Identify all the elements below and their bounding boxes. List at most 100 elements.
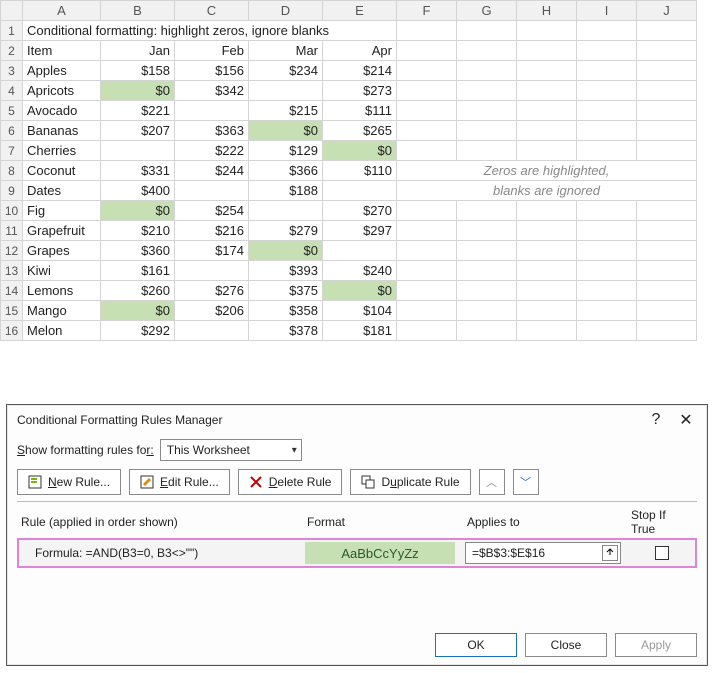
value-cell[interactable]: $0 [101,201,175,221]
value-cell[interactable]: $279 [249,221,323,241]
header-month[interactable]: Feb [175,41,249,61]
value-cell[interactable]: $222 [175,141,249,161]
value-cell[interactable]: $331 [101,161,175,181]
select-all-corner[interactable] [1,1,23,21]
value-cell[interactable]: $260 [101,281,175,301]
value-cell[interactable]: $375 [249,281,323,301]
header-month[interactable]: Apr [323,41,397,61]
col-header[interactable]: G [457,1,517,21]
row-header[interactable]: 5 [1,101,23,121]
value-cell[interactable]: $129 [249,141,323,161]
applies-to-input[interactable]: =$B$3:$E$16 [465,542,621,564]
sheet-title[interactable]: Conditional formatting: highlight zeros,… [23,21,397,41]
row-header[interactable]: 13 [1,261,23,281]
value-cell[interactable] [175,181,249,201]
col-header[interactable]: E [323,1,397,21]
value-cell[interactable]: $270 [323,201,397,221]
value-cell[interactable]: $111 [323,101,397,121]
col-header[interactable]: F [397,1,457,21]
value-cell[interactable]: $221 [101,101,175,121]
value-cell[interactable]: $400 [101,181,175,201]
col-header[interactable]: C [175,1,249,21]
item-cell[interactable]: Bananas [23,121,101,141]
item-cell[interactable]: Grapefruit [23,221,101,241]
value-cell[interactable]: $215 [249,101,323,121]
value-cell[interactable]: $0 [323,141,397,161]
item-cell[interactable]: Apples [23,61,101,81]
move-up-button[interactable]: ︿ [479,469,505,495]
value-cell[interactable]: $214 [323,61,397,81]
value-cell[interactable]: $273 [323,81,397,101]
item-cell[interactable]: Grapes [23,241,101,261]
value-cell[interactable]: $393 [249,261,323,281]
row-header[interactable]: 9 [1,181,23,201]
value-cell[interactable]: $358 [249,301,323,321]
value-cell[interactable]: $265 [323,121,397,141]
value-cell[interactable]: $360 [101,241,175,261]
rule-row-selected[interactable]: Formula: =AND(B3=0, B3<>"") AaBbCcYyZz =… [17,538,697,568]
row-header[interactable]: 3 [1,61,23,81]
value-cell[interactable]: $174 [175,241,249,261]
value-cell[interactable]: $206 [175,301,249,321]
value-cell[interactable]: $297 [323,221,397,241]
stop-if-true-checkbox[interactable] [655,546,669,560]
help-icon[interactable]: ? [641,411,671,429]
value-cell[interactable]: $378 [249,321,323,341]
spreadsheet-grid[interactable]: A B C D E F G H I J 1 Conditional format… [0,0,697,341]
row-header[interactable]: 2 [1,41,23,61]
new-rule-button[interactable]: New Rule... [17,469,121,495]
value-cell[interactable]: $0 [249,241,323,261]
value-cell[interactable]: $188 [249,181,323,201]
item-cell[interactable]: Kiwi [23,261,101,281]
header-item[interactable]: Item [23,41,101,61]
value-cell[interactable] [175,321,249,341]
value-cell[interactable]: $104 [323,301,397,321]
value-cell[interactable]: $156 [175,61,249,81]
ok-button[interactable]: OK [435,633,517,657]
row-header[interactable]: 7 [1,141,23,161]
close-icon[interactable]: ✕ [671,410,701,430]
value-cell[interactable] [249,81,323,101]
row-header[interactable]: 1 [1,21,23,41]
scope-dropdown[interactable]: This Worksheet ▾ [160,439,302,461]
value-cell[interactable]: $0 [101,301,175,321]
duplicate-rule-button[interactable]: Duplicate Rule [350,469,470,495]
row-header[interactable]: 4 [1,81,23,101]
value-cell[interactable]: $363 [175,121,249,141]
item-cell[interactable]: Fig [23,201,101,221]
close-button[interactable]: Close [525,633,607,657]
value-cell[interactable]: $0 [101,81,175,101]
header-month[interactable]: Jan [101,41,175,61]
item-cell[interactable]: Dates [23,181,101,201]
col-header[interactable]: H [517,1,577,21]
col-header[interactable]: J [637,1,697,21]
col-header[interactable]: A [23,1,101,21]
value-cell[interactable] [323,181,397,201]
value-cell[interactable]: $0 [323,281,397,301]
value-cell[interactable]: $240 [323,261,397,281]
value-cell[interactable]: $244 [175,161,249,181]
row-header[interactable]: 14 [1,281,23,301]
value-cell[interactable] [175,261,249,281]
item-cell[interactable]: Melon [23,321,101,341]
item-cell[interactable]: Apricots [23,81,101,101]
value-cell[interactable]: $210 [101,221,175,241]
value-cell[interactable]: $181 [323,321,397,341]
value-cell[interactable]: $161 [101,261,175,281]
col-header[interactable]: B [101,1,175,21]
item-cell[interactable]: Coconut [23,161,101,181]
row-header[interactable]: 16 [1,321,23,341]
value-cell[interactable] [175,101,249,121]
value-cell[interactable]: $234 [249,61,323,81]
value-cell[interactable] [249,201,323,221]
value-cell[interactable] [323,241,397,261]
row-header[interactable]: 6 [1,121,23,141]
item-cell[interactable]: Lemons [23,281,101,301]
row-header[interactable]: 10 [1,201,23,221]
col-header[interactable]: D [249,1,323,21]
delete-rule-button[interactable]: Delete Rule [238,469,343,495]
value-cell[interactable]: $0 [249,121,323,141]
value-cell[interactable]: $207 [101,121,175,141]
item-cell[interactable]: Cherries [23,141,101,161]
value-cell[interactable]: $342 [175,81,249,101]
